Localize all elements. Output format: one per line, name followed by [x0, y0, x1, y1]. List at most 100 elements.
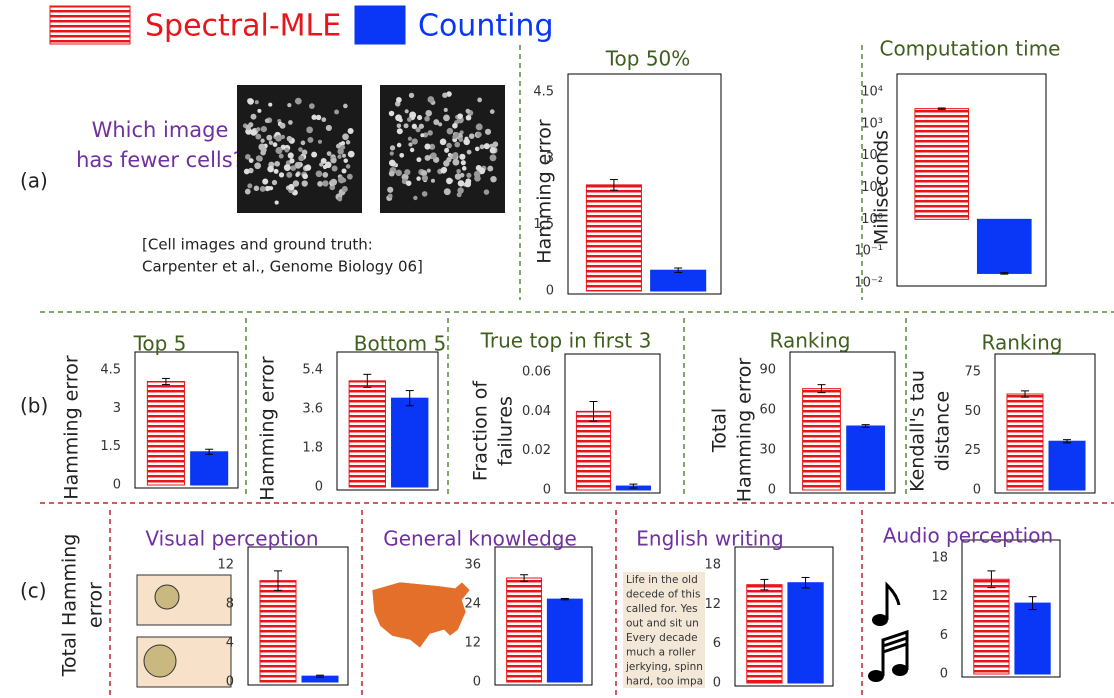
y-tick-label: 0	[543, 483, 551, 498]
cell-dot	[454, 141, 461, 148]
panel-label: (b)	[20, 394, 48, 418]
cell-dot	[298, 155, 305, 162]
y-tick-label: 6	[713, 636, 721, 651]
y-axis-label: Fraction of	[470, 380, 492, 482]
y-tick-label: 0	[473, 675, 481, 690]
error-bar	[405, 390, 414, 407]
bar	[846, 425, 886, 491]
error-bar	[274, 570, 282, 591]
writing-line: decede of this	[626, 589, 700, 601]
cell-dot	[278, 153, 284, 159]
error-bar	[629, 483, 638, 489]
question: Which image	[92, 118, 229, 142]
cell-dot	[409, 111, 417, 119]
y-tick-label: 12	[704, 597, 721, 612]
plot-frame	[734, 546, 834, 687]
cell-dot	[399, 152, 405, 158]
cell-dot	[347, 150, 355, 158]
plot-frame	[247, 546, 349, 686]
y-tick-label: 1.8	[302, 441, 323, 456]
y-tick-label: 10⁰	[861, 212, 883, 227]
cell-dot	[487, 165, 494, 172]
cell-dot	[418, 123, 424, 129]
cell-dot	[274, 200, 279, 205]
cell-dot	[395, 169, 403, 177]
cell-dot	[395, 114, 402, 122]
y-tick-label: 60	[759, 403, 776, 418]
cell-dot	[315, 114, 322, 121]
visual-icon	[136, 574, 232, 688]
writing-line: out and sit un	[626, 618, 699, 630]
writing-line: jerkying, spinn	[625, 661, 703, 673]
cell-dot	[278, 172, 285, 178]
cell-dot	[403, 123, 409, 129]
y-axis-label: distance	[932, 391, 954, 472]
cell-dot	[326, 151, 332, 156]
cell-dot	[420, 170, 428, 177]
y-tick-label: 50	[964, 404, 981, 419]
cell-dot	[413, 195, 418, 201]
y-tick-label: 30	[759, 443, 776, 458]
bar	[802, 388, 841, 491]
cell-dot	[330, 157, 337, 164]
cell-dot	[475, 123, 483, 131]
y-tick-label: 0.04	[522, 404, 551, 419]
cell-dot	[489, 154, 497, 162]
cell-dot	[490, 175, 497, 183]
cell-dot	[340, 144, 346, 150]
error-bar	[520, 574, 529, 582]
cell-dot	[425, 109, 432, 117]
cell-dot	[283, 164, 291, 171]
y-tick-label: 75	[964, 365, 981, 380]
cell-dot	[464, 136, 469, 141]
cell-dot	[255, 133, 262, 140]
cell-dot	[461, 166, 467, 171]
cell-dot	[266, 134, 273, 141]
y-tick-label: 10²	[861, 148, 883, 163]
bar	[546, 598, 583, 683]
bar	[1006, 393, 1044, 491]
cell-dot	[307, 136, 314, 143]
plot-frame	[994, 353, 1096, 494]
bar	[259, 580, 297, 683]
cell-dot	[454, 131, 460, 138]
y-tick-label: 0	[546, 284, 554, 299]
cell-dot	[330, 178, 338, 186]
cell-dot	[458, 137, 464, 142]
y-tick-label: 90	[759, 363, 776, 378]
cell-dot	[426, 168, 431, 173]
cell-dot	[275, 134, 282, 142]
cell-dot	[479, 144, 485, 150]
cell-dot	[259, 185, 266, 192]
cell-dot	[306, 126, 314, 134]
cell-dot	[492, 141, 499, 148]
y-tick-label: 0	[315, 480, 323, 495]
cell-dot	[286, 135, 293, 142]
y-axis-label: Total Hamming	[59, 534, 81, 678]
cell-dot	[320, 157, 327, 164]
citation: Carpenter et al., Genome Biology 06]	[142, 258, 423, 276]
question: has fewer cells?	[76, 148, 244, 172]
cell-dot	[452, 158, 460, 166]
y-axis-label: Kendall's tau	[907, 370, 929, 492]
cell-dot	[476, 131, 482, 138]
note-head	[868, 670, 884, 682]
cell-dot	[457, 180, 465, 187]
bar	[746, 584, 783, 684]
cell-dot	[421, 191, 428, 197]
cell-dot	[424, 115, 430, 122]
y-tick-label: 18	[931, 551, 948, 566]
cell-dot	[319, 162, 324, 167]
cell-dot	[445, 177, 453, 185]
bar	[787, 582, 824, 684]
cell-dot	[417, 115, 423, 121]
error-bar	[760, 578, 769, 591]
cell-dot	[260, 138, 265, 143]
cell-dot	[329, 184, 336, 191]
cell-dot	[311, 151, 318, 158]
bar	[190, 451, 229, 486]
y-tick-label: 3	[113, 401, 121, 416]
cell-dot	[248, 167, 254, 173]
writing-sample-bg	[623, 572, 705, 688]
error-bar	[1000, 272, 1009, 275]
